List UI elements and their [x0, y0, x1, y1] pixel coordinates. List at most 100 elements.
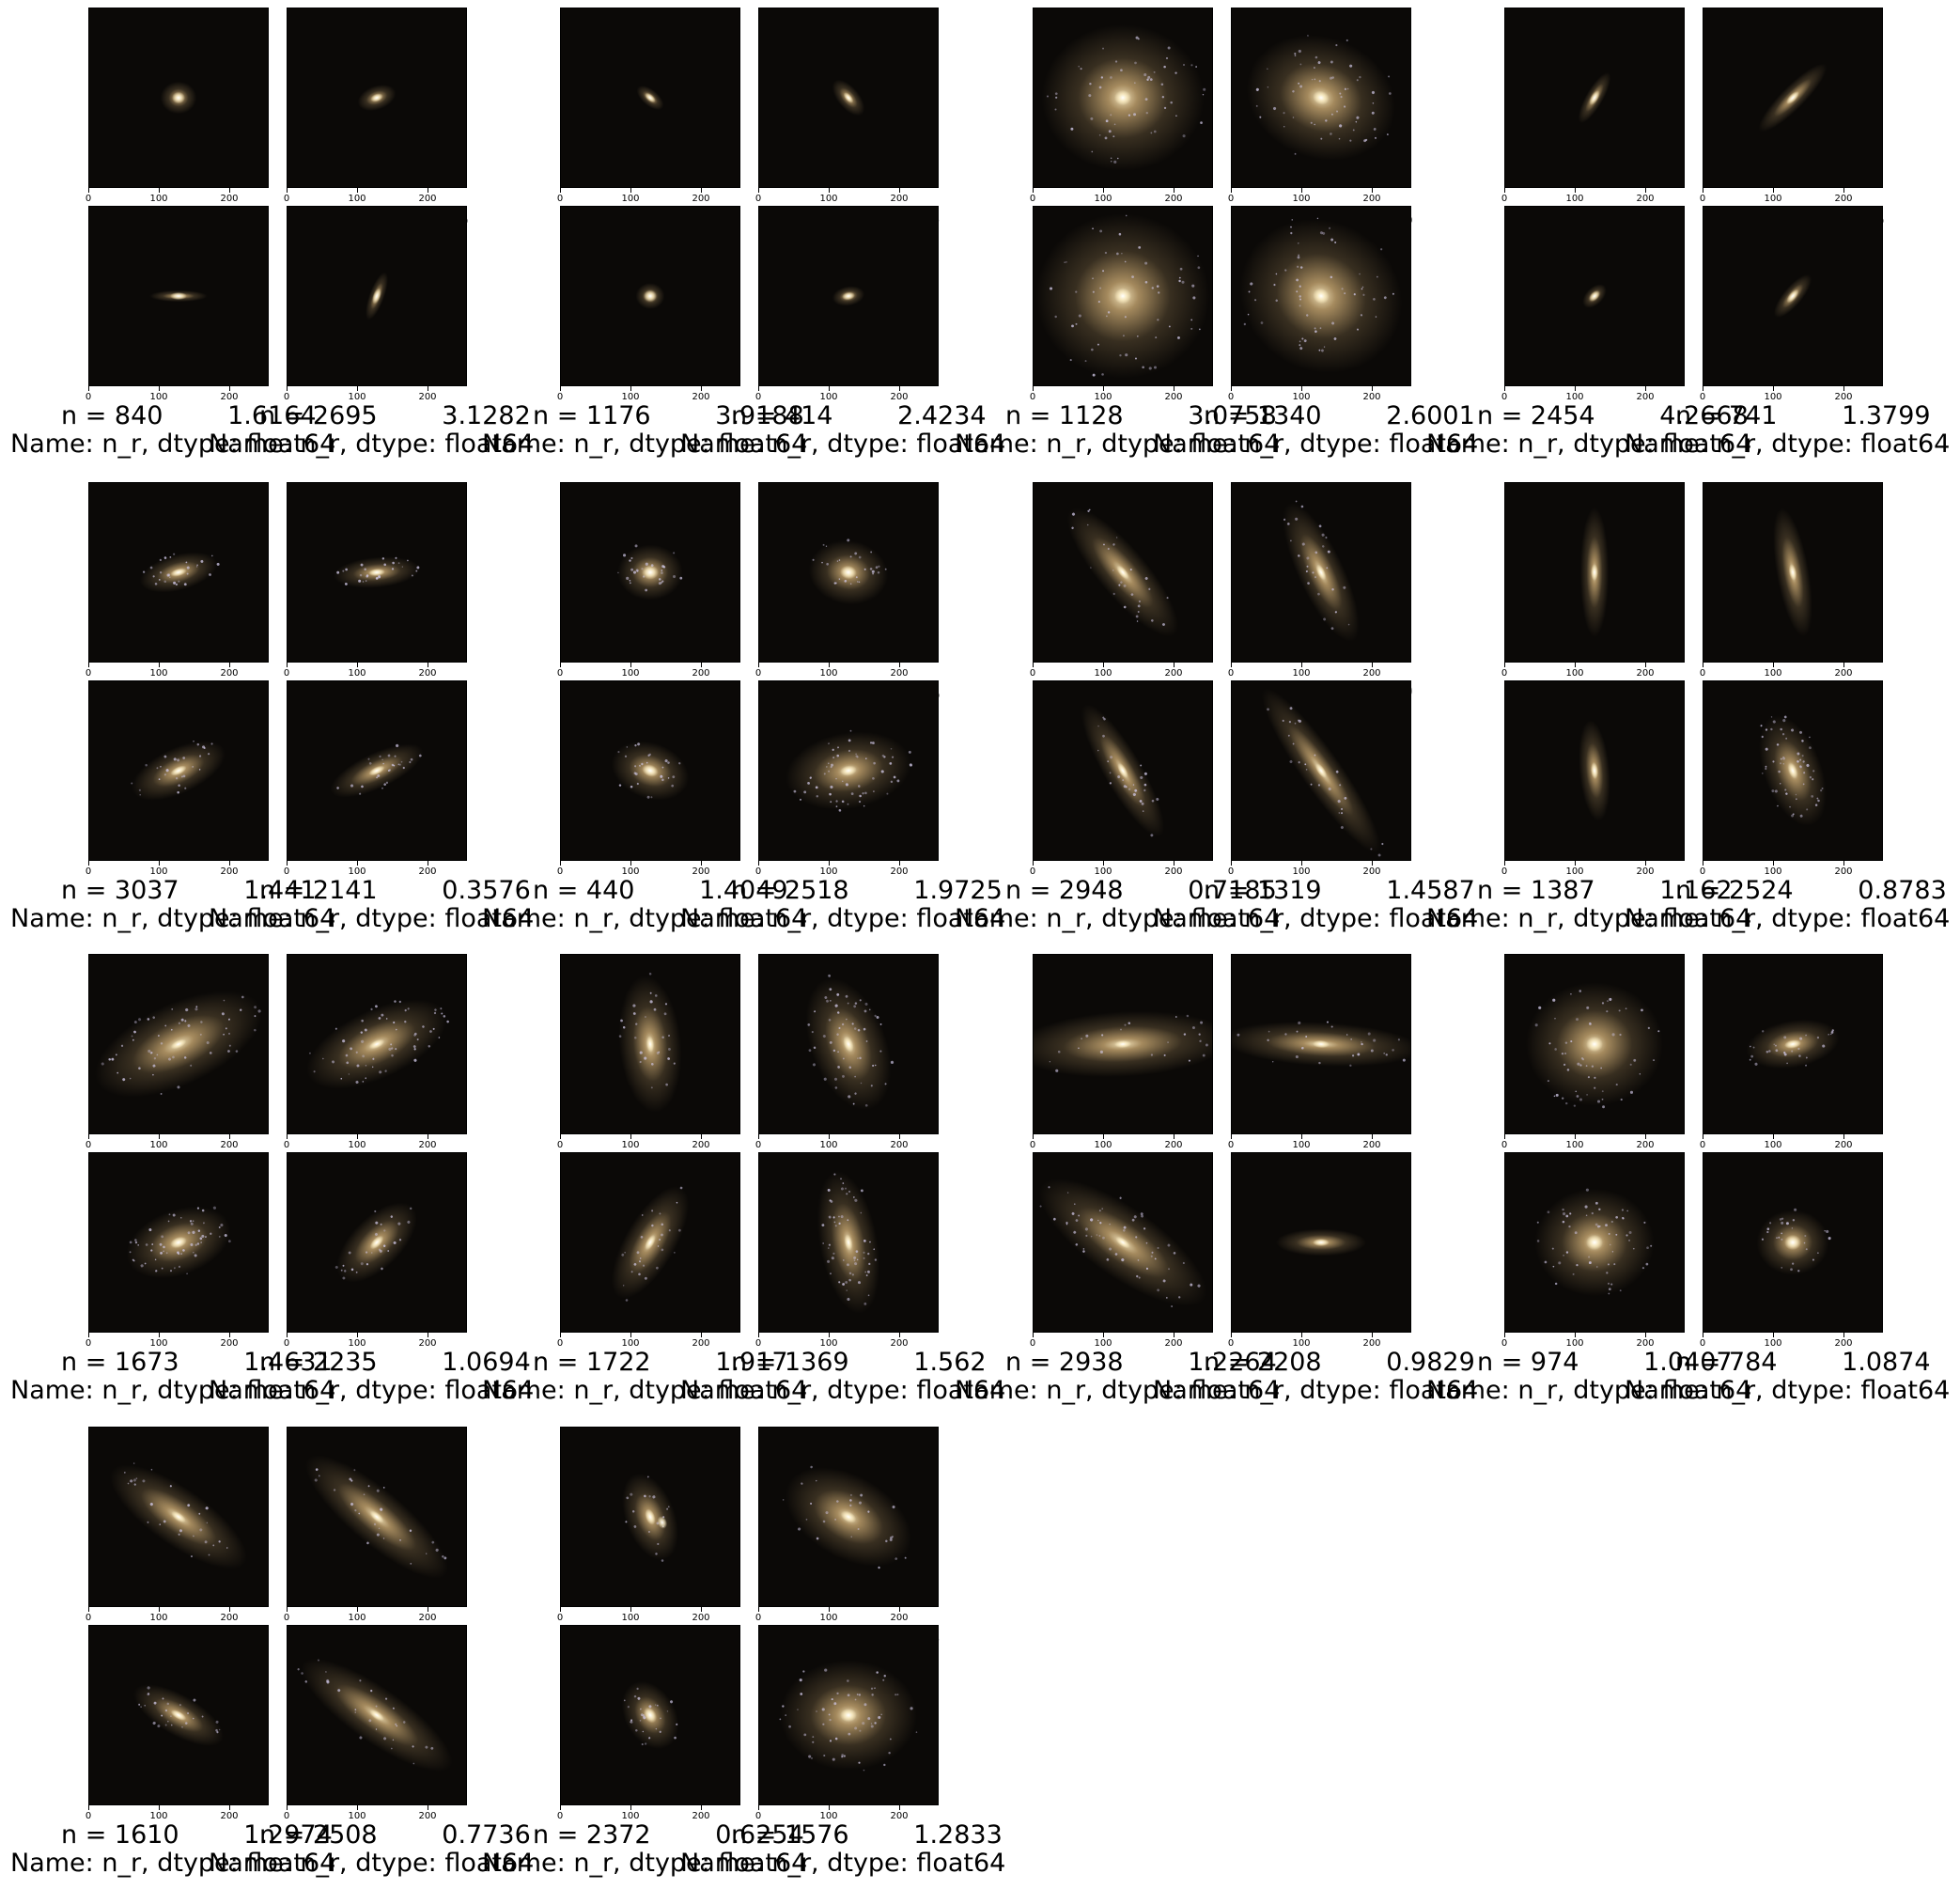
star-knot: [394, 755, 397, 757]
star-knot: [340, 1077, 343, 1080]
x-axis-ticks: 0 100 200: [1501, 663, 1685, 679]
star-knot: [1371, 111, 1375, 115]
star-knot: [624, 755, 628, 757]
x-tick-mark: [357, 663, 358, 667]
galaxy-image-panel: [560, 1625, 740, 1805]
star-knot: [827, 762, 830, 765]
star-knot: [144, 1705, 146, 1707]
star-knot: [831, 763, 833, 767]
star-knot: [1100, 76, 1104, 79]
x-tick-mark: [287, 1607, 288, 1612]
x-tick-mark: [829, 1805, 830, 1810]
star-knot: [158, 1035, 160, 1037]
galaxy: [297, 1659, 453, 1772]
star-knot: [1305, 1036, 1308, 1038]
star-knot: [134, 1241, 138, 1244]
x-tick-mark: [88, 386, 89, 391]
star-knot: [1781, 1221, 1784, 1225]
star-knot: [1558, 1261, 1562, 1265]
star-knot: [1622, 1216, 1624, 1219]
star-knot: [842, 1057, 845, 1060]
star-knot: [1118, 584, 1121, 586]
star-knot: [636, 1251, 640, 1255]
star-knot: [184, 1020, 187, 1023]
galaxy-image: [88, 1427, 269, 1607]
star-knot: [197, 1229, 201, 1232]
star-knot: [206, 1041, 210, 1045]
x-tick-label: 200: [692, 1811, 710, 1821]
galaxy-core: [646, 1036, 655, 1053]
star-knot: [630, 1721, 631, 1724]
star-knot: [667, 1506, 670, 1508]
x-tick-mark: [1504, 386, 1505, 391]
galaxy: [1756, 1208, 1831, 1275]
x-tick-label: 100: [149, 1811, 168, 1821]
x-tick-mark: [630, 1805, 631, 1810]
star-knot: [828, 1713, 831, 1716]
galaxy-core: [840, 1708, 857, 1723]
star-knot: [1749, 1058, 1751, 1061]
star-knot: [1374, 136, 1377, 139]
star-knot: [1326, 567, 1329, 570]
star-knot: [383, 783, 386, 786]
star-knot: [218, 1728, 221, 1731]
caption-n: n = 1673 1.4631: [61, 1348, 333, 1377]
star-knot: [831, 1697, 833, 1701]
star-knot: [821, 561, 823, 564]
x-tick-mark: [829, 663, 830, 667]
star-knot: [1385, 1054, 1388, 1056]
star-knot: [1134, 357, 1137, 360]
star-knot: [858, 1501, 862, 1505]
star-knot: [661, 1036, 664, 1038]
star-knot: [1298, 49, 1301, 54]
x-tick-label: 100: [1764, 194, 1782, 204]
star-knot: [416, 566, 420, 570]
star-knot: [1133, 1215, 1137, 1219]
star-knot: [834, 1225, 837, 1227]
star-knot: [1765, 728, 1768, 731]
x-tick-label: 0: [556, 668, 564, 679]
x-axis-ticks: 0 100 200: [557, 1607, 740, 1623]
star-knot: [858, 581, 861, 584]
star-knot: [195, 1006, 198, 1008]
star-knot: [158, 579, 161, 581]
x-tick-mark: [159, 1607, 160, 1612]
star-knot: [1314, 123, 1315, 126]
star-knot: [1255, 104, 1258, 107]
galaxy-image-panel: [1231, 1152, 1411, 1333]
star-knot: [164, 1709, 168, 1712]
star-knot: [847, 803, 849, 805]
star-knot: [869, 742, 873, 744]
galaxy-image: [560, 482, 740, 663]
star-knot: [849, 1504, 852, 1507]
star-knot: [342, 570, 345, 572]
star-knot: [1789, 805, 1791, 808]
star-knot: [411, 574, 413, 577]
x-tick-mark: [1301, 188, 1302, 193]
x-axis-ticks: 0 100 200: [283, 1333, 467, 1349]
star-knot: [410, 757, 413, 761]
star-knot: [375, 1005, 378, 1008]
galaxy: [832, 286, 865, 306]
x-tick-label: 0: [1227, 866, 1235, 877]
x-tick-mark: [899, 1805, 900, 1810]
galaxy-image: [88, 680, 269, 861]
star-knot: [1128, 788, 1131, 790]
star-knot: [661, 778, 664, 782]
star-knot: [834, 1004, 838, 1007]
x-axis-ticks: 0 100 200: [755, 188, 939, 204]
star-knot: [638, 1272, 641, 1276]
x-tick-mark: [1773, 1134, 1774, 1139]
star-knot: [626, 576, 630, 580]
star-knot: [1765, 747, 1768, 751]
star-knot: [1552, 998, 1556, 1002]
star-knot: [1806, 763, 1810, 768]
x-tick-mark: [1301, 386, 1302, 391]
star-knot: [862, 1722, 865, 1725]
x-tick-label: 0: [283, 1338, 290, 1349]
star-knot: [1361, 1042, 1363, 1046]
star-knot: [425, 1553, 428, 1554]
star-knot: [1167, 46, 1171, 50]
galaxy-image-panel: [1033, 680, 1213, 861]
caption-n: n = 2372 0.6254: [533, 1820, 804, 1850]
